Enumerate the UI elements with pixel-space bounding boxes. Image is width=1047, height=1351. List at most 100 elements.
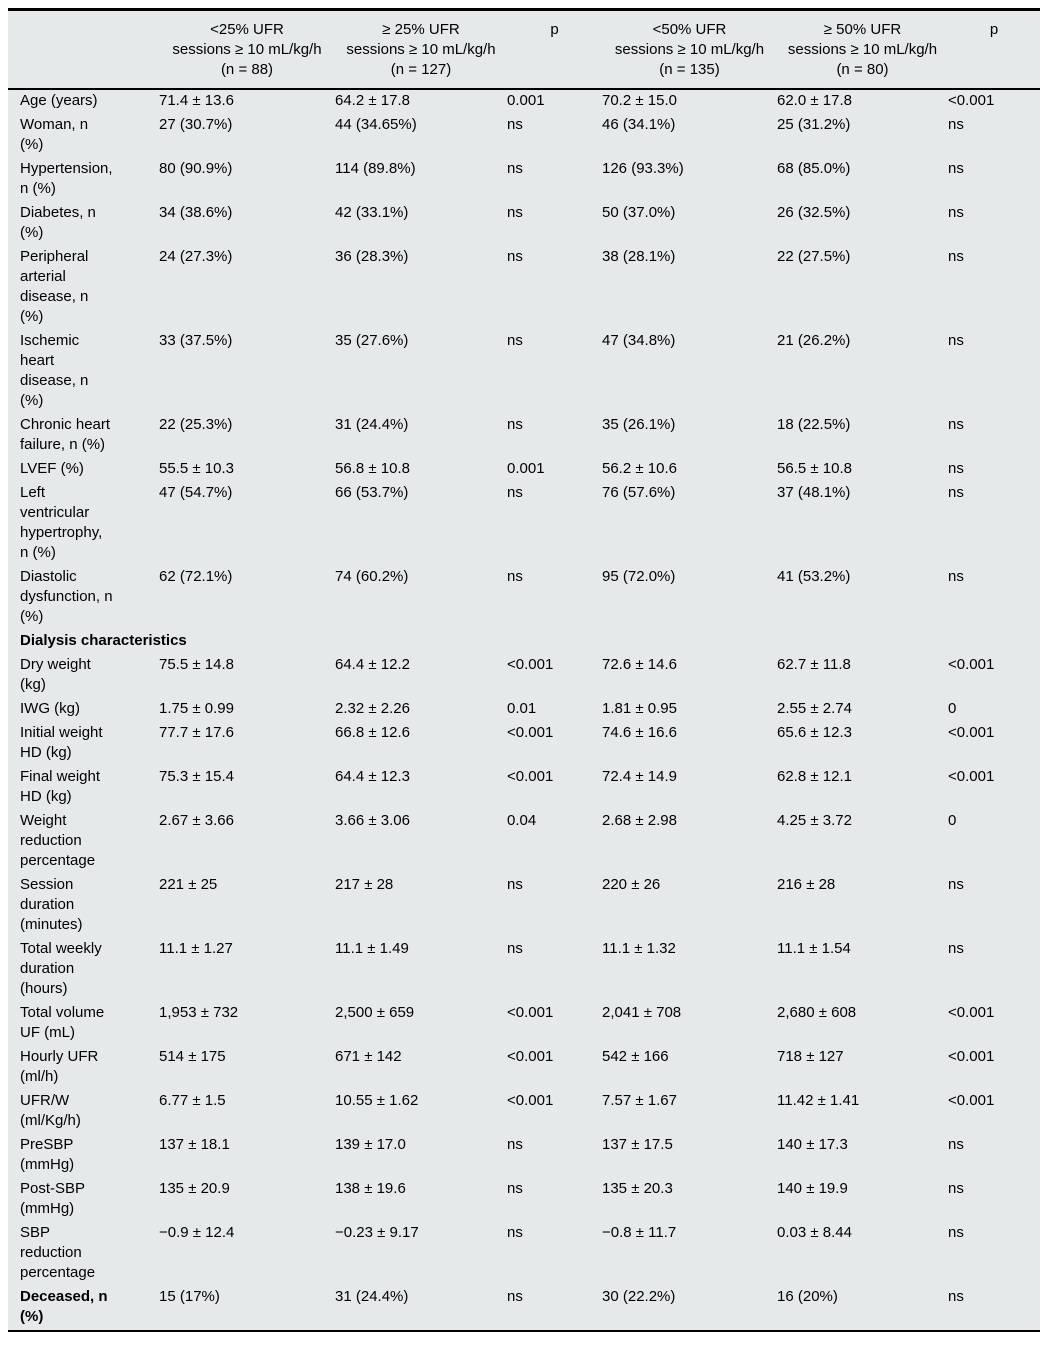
cell-value: 671 ± 142 xyxy=(335,1048,402,1065)
cell-value: −0.23 ± 9.17 xyxy=(335,1224,419,1241)
table-body: Age (years) 71.4 ± 13.6 64.2 ± 17.8 0.001 70… xyxy=(8,89,1040,1331)
cell-value: 62.0 ± 17.8 xyxy=(777,92,852,109)
cell-value: 140 ± 17.3 xyxy=(777,1136,848,1153)
cell-value: <0.001 xyxy=(948,656,995,673)
cell-value: 56.8 ± 10.8 xyxy=(335,460,410,477)
cell-value: 1.81 ± 0.95 xyxy=(602,700,677,717)
cell-value: 11.1 ± 1.54 xyxy=(777,940,851,957)
cell-value: 2,680 ± 608 xyxy=(777,1004,857,1021)
cell-value: 77.7 ± 17.6 xyxy=(159,724,234,741)
cell-value: 2.32 ± 2.26 xyxy=(335,700,410,717)
cell-value: 95 (72.0%) xyxy=(602,568,676,585)
table-row: Woman, n (%) 27 (30.7%) 44 (34.65%) ns 46 (3… xyxy=(8,114,1040,158)
cell-value: ns xyxy=(507,332,523,349)
cell-value: 64.4 ± 12.2 xyxy=(335,656,410,673)
cell-value: 7.57 ± 1.67 xyxy=(602,1092,677,1109)
cell-value: 220 ± 26 xyxy=(602,876,661,893)
cell-value: ns xyxy=(507,116,523,133)
cell-value: 44 (34.65%) xyxy=(335,116,417,133)
row-label: Total volume UF (mL) xyxy=(20,1004,105,1041)
cell-value: ns xyxy=(948,460,964,477)
cell-value: <0.001 xyxy=(507,1004,554,1021)
cell-value: 217 ± 28 xyxy=(335,876,394,893)
cell-value: 72.6 ± 14.6 xyxy=(602,656,677,673)
cell-value: 24 (27.3%) xyxy=(159,248,233,265)
cell-value: 22 (27.5%) xyxy=(777,248,851,265)
cell-value: ns xyxy=(948,568,964,585)
cell-value: 36 (28.3%) xyxy=(335,248,409,265)
cell-value: 11.1 ± 1.49 xyxy=(335,940,409,957)
cell-value: 3.66 ± 3.06 xyxy=(335,812,410,829)
table-row: Ischemic heart disease, n (%) 33 (37.5%) 3… xyxy=(8,330,1040,414)
cell-value: ns xyxy=(507,1288,523,1305)
header-col-p1: p xyxy=(507,9,602,90)
row-label: Dry weight (kg) xyxy=(20,656,91,693)
cell-value: 2.55 ± 2.74 xyxy=(777,700,852,717)
cell-value: 2,500 ± 659 xyxy=(335,1004,415,1021)
cell-value: 72.4 ± 14.9 xyxy=(602,768,677,785)
row-label: Post-SBP (mmHg) xyxy=(20,1180,86,1217)
header-col-p2: p xyxy=(948,9,1040,90)
table-row: Final weight HD (kg) 75.3 ± 15.4 64.4 ± 12… xyxy=(8,766,1040,810)
cell-value: ns xyxy=(948,332,964,349)
cell-value: ns xyxy=(507,1180,523,1197)
cell-value: 1,953 ± 732 xyxy=(159,1004,239,1021)
cell-value: 56.2 ± 10.6 xyxy=(602,460,677,477)
row-label: Deceased, n (%) xyxy=(20,1288,108,1325)
table-row: Diastolic dysfunction, n (%) 62 (72.1%) 74… xyxy=(8,566,1040,630)
cell-value: <0.001 xyxy=(948,1004,995,1021)
cell-value: 126 (93.3%) xyxy=(602,160,684,177)
cell-value: 75.5 ± 14.8 xyxy=(159,656,234,673)
cell-value: 26 (32.5%) xyxy=(777,204,851,221)
cell-value: 65.6 ± 12.3 xyxy=(777,724,852,741)
cell-value: −0.9 ± 12.4 xyxy=(159,1224,235,1241)
section-header: Dialysis characteristics xyxy=(20,632,187,649)
table-row: Age (years) 71.4 ± 13.6 64.2 ± 17.8 0.001 70… xyxy=(8,89,1040,114)
table-row: Peripheral arterial disease, n (%) 24 (27… xyxy=(8,246,1040,330)
cell-value: 74.6 ± 16.6 xyxy=(602,724,677,741)
cell-value: ns xyxy=(507,160,523,177)
cell-value: 4.25 ± 3.72 xyxy=(777,812,852,829)
cell-value: <0.001 xyxy=(507,768,554,785)
cell-value: ns xyxy=(948,876,964,893)
cell-value: 66.8 ± 12.6 xyxy=(335,724,410,741)
cell-value: 21 (26.2%) xyxy=(777,332,851,349)
cell-value: 50 (37.0%) xyxy=(602,204,676,221)
row-label: Hypertension, n (%) xyxy=(20,160,113,197)
cell-value: <0.001 xyxy=(948,1092,995,1109)
cell-value: 18 (22.5%) xyxy=(777,416,851,433)
cell-value: ns xyxy=(948,248,964,265)
cell-value: 27 (30.7%) xyxy=(159,116,233,133)
cell-value: 0.001 xyxy=(507,460,545,477)
cell-value: ns xyxy=(948,204,964,221)
table-row: Post-SBP (mmHg) 135 ± 20.9 138 ± 19.6 ns 135… xyxy=(8,1178,1040,1222)
table-row: SBP reduction percentage −0.9 ± 12.4 −0.23… xyxy=(8,1222,1040,1286)
row-label: SBP reduction percentage xyxy=(20,1224,96,1281)
cell-value: 64.2 ± 17.8 xyxy=(335,92,410,109)
cell-value: ns xyxy=(507,1136,523,1153)
cell-value: 1.75 ± 0.99 xyxy=(159,700,234,717)
cell-value: 6.77 ± 1.5 xyxy=(159,1092,226,1109)
cell-value: ns xyxy=(948,116,964,133)
cell-value: ns xyxy=(948,484,964,501)
table-row: Diabetes, n (%) 34 (38.6%) 42 (33.1%) ns 50 … xyxy=(8,202,1040,246)
cell-value: 0 xyxy=(948,700,957,717)
cell-value: ns xyxy=(948,940,964,957)
table-row: Left ventricular hypertrophy, n (%) 47 (5… xyxy=(8,482,1040,566)
cell-value: 56.5 ± 10.8 xyxy=(777,460,852,477)
row-label: Chronic heart failure, n (%) xyxy=(20,416,111,453)
cell-value: 47 (34.8%) xyxy=(602,332,676,349)
table-row: IWG (kg) 1.75 ± 0.99 2.32 ± 2.26 0.01 1.81 ±… xyxy=(8,698,1040,722)
cell-value: ns xyxy=(948,1180,964,1197)
cell-value: 62.7 ± 11.8 xyxy=(777,656,851,673)
cell-value: <0.001 xyxy=(507,656,554,673)
row-label: Diabetes, n (%) xyxy=(20,204,96,241)
cell-value: 62 (72.1%) xyxy=(159,568,233,585)
cell-value: ns xyxy=(507,416,523,433)
cell-value: 11.42 ± 1.41 xyxy=(777,1092,860,1109)
cell-value: 140 ± 19.9 xyxy=(777,1180,848,1197)
cell-value: 2.68 ± 2.98 xyxy=(602,812,677,829)
table-header: <25% UFR sessions ≥ 10 mL/kg/h (n = 88) … xyxy=(8,9,1040,90)
cell-value: <0.001 xyxy=(948,768,995,785)
table-row: Session duration (minutes) 221 ± 25 217 ± … xyxy=(8,874,1040,938)
